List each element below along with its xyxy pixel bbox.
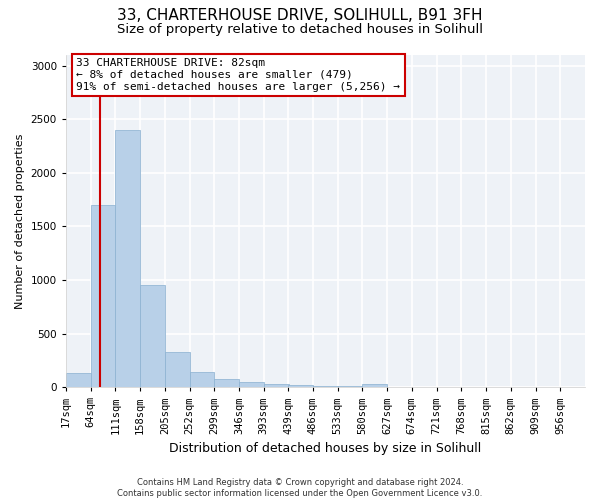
Bar: [140, 286, 165, 387]
Bar: [115, 130, 140, 387]
Text: 33 CHARTERHOUSE DRIVE: 82sqm
← 8% of detached houses are smaller (479)
91% of se: 33 CHARTERHOUSE DRIVE: 82sqm ← 8% of det…: [76, 58, 400, 92]
Text: Size of property relative to detached houses in Solihull: Size of property relative to detached ho…: [117, 22, 483, 36]
Bar: [66, 373, 91, 387]
Bar: [264, 384, 289, 387]
Bar: [338, 386, 362, 387]
Text: Contains HM Land Registry data © Crown copyright and database right 2024.
Contai: Contains HM Land Registry data © Crown c…: [118, 478, 482, 498]
Bar: [362, 384, 387, 387]
Bar: [190, 372, 214, 387]
Bar: [313, 386, 338, 387]
Bar: [239, 382, 264, 387]
Bar: [387, 386, 412, 387]
Bar: [91, 205, 115, 387]
Bar: [214, 379, 239, 387]
Bar: [165, 352, 190, 387]
X-axis label: Distribution of detached houses by size in Solihull: Distribution of detached houses by size …: [169, 442, 482, 455]
Text: 33, CHARTERHOUSE DRIVE, SOLIHULL, B91 3FH: 33, CHARTERHOUSE DRIVE, SOLIHULL, B91 3F…: [117, 8, 483, 22]
Bar: [288, 385, 313, 387]
Y-axis label: Number of detached properties: Number of detached properties: [15, 134, 25, 309]
